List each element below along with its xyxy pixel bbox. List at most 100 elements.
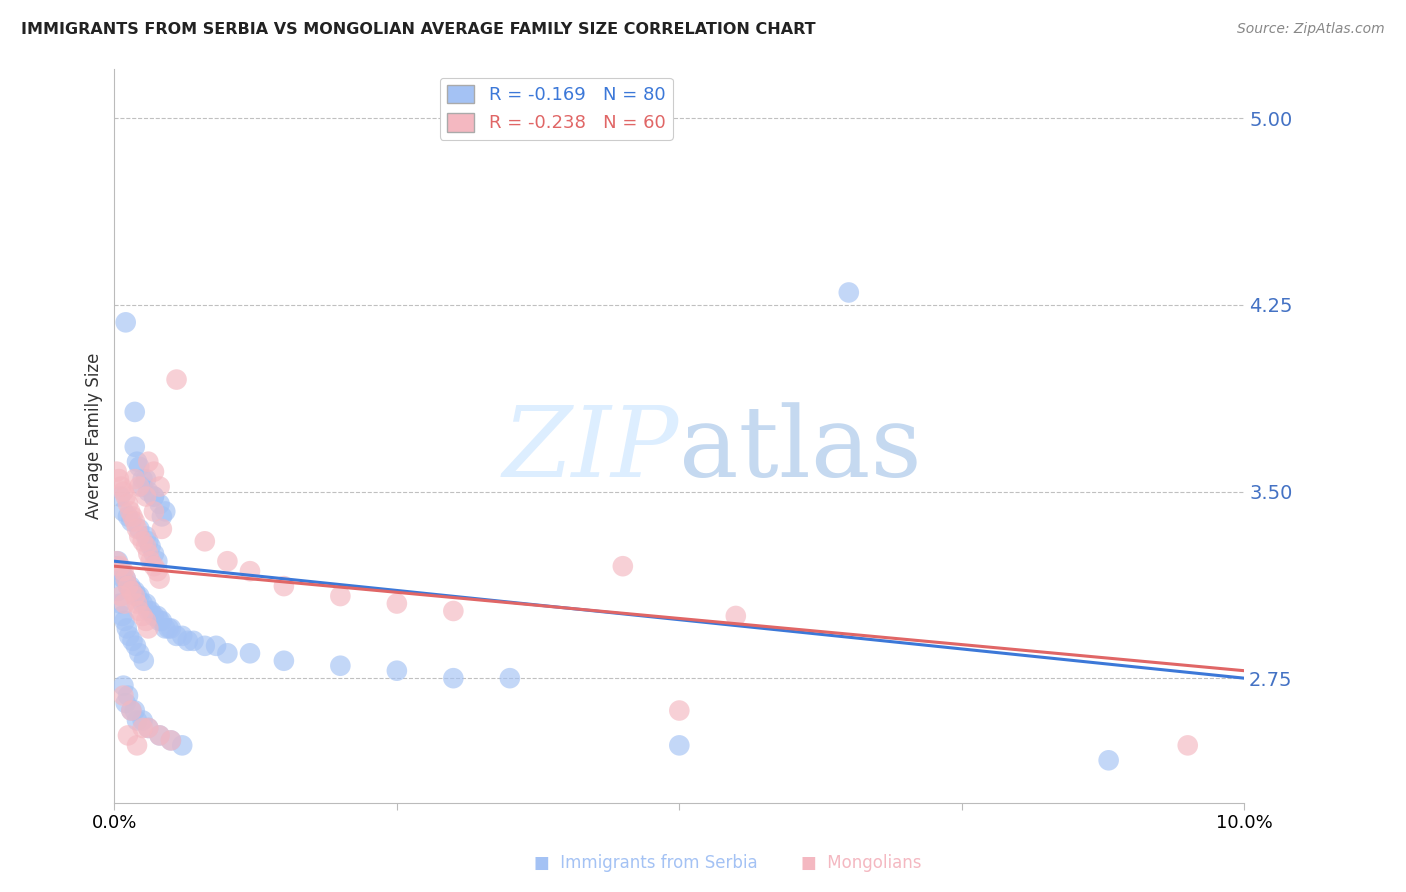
Point — [105, 559, 128, 574]
Point — [142, 490, 165, 504]
Point — [124, 472, 146, 486]
Point — [149, 728, 172, 742]
Point — [114, 315, 136, 329]
Point — [131, 534, 153, 549]
Point — [112, 689, 135, 703]
Point — [142, 559, 165, 574]
Point — [128, 522, 150, 536]
Point — [125, 455, 148, 469]
Point — [139, 554, 162, 568]
Point — [136, 534, 159, 549]
Text: IMMIGRANTS FROM SERBIA VS MONGOLIAN AVERAGE FAMILY SIZE CORRELATION CHART: IMMIGRANTS FROM SERBIA VS MONGOLIAN AVER… — [21, 22, 815, 37]
Point — [132, 654, 155, 668]
Point — [118, 629, 141, 643]
Point — [157, 621, 180, 635]
Point — [114, 490, 136, 504]
Point — [155, 621, 177, 635]
Point — [172, 739, 194, 753]
Text: ■  Mongolians: ■ Mongolians — [801, 855, 922, 872]
Point — [142, 547, 165, 561]
Point — [239, 564, 262, 578]
Point — [139, 604, 162, 618]
Point — [136, 604, 159, 618]
Point — [124, 515, 146, 529]
Point — [114, 572, 136, 586]
Point — [166, 629, 188, 643]
Point — [142, 609, 165, 624]
Point — [114, 614, 136, 628]
Point — [135, 490, 157, 504]
Point — [131, 472, 153, 486]
Point — [1098, 753, 1121, 767]
Point — [108, 564, 131, 578]
Point — [128, 459, 150, 474]
Point — [128, 646, 150, 660]
Point — [120, 579, 142, 593]
Point — [131, 714, 153, 728]
Point — [135, 614, 157, 628]
Point — [128, 529, 150, 543]
Point — [217, 554, 239, 568]
Point — [385, 597, 408, 611]
Point — [112, 504, 135, 518]
Point — [110, 589, 132, 603]
Point — [112, 484, 135, 499]
Point — [155, 504, 177, 518]
Point — [124, 405, 146, 419]
Point — [160, 621, 183, 635]
Point — [124, 589, 146, 603]
Point — [111, 609, 134, 624]
Point — [128, 479, 150, 493]
Point — [135, 539, 157, 553]
Point — [112, 572, 135, 586]
Point — [136, 721, 159, 735]
Point — [217, 646, 239, 660]
Point — [124, 584, 146, 599]
Point — [120, 504, 142, 518]
Point — [149, 614, 172, 628]
Point — [117, 497, 139, 511]
Point — [150, 614, 173, 628]
Point — [108, 559, 131, 574]
Point — [108, 490, 131, 504]
Text: ZIP: ZIP — [503, 402, 679, 498]
Point — [136, 484, 159, 499]
Point — [112, 679, 135, 693]
Point — [117, 689, 139, 703]
Point — [135, 529, 157, 543]
Point — [136, 547, 159, 561]
Point — [239, 646, 262, 660]
Point — [121, 633, 143, 648]
Point — [105, 465, 128, 479]
Point — [183, 633, 205, 648]
Point — [142, 504, 165, 518]
Point — [121, 509, 143, 524]
Point — [107, 584, 129, 599]
Point — [273, 654, 295, 668]
Point — [121, 584, 143, 599]
Point — [128, 589, 150, 603]
Point — [117, 509, 139, 524]
Point — [112, 564, 135, 578]
Point — [108, 597, 131, 611]
Point — [160, 733, 183, 747]
Point — [136, 455, 159, 469]
Point — [177, 633, 200, 648]
Point — [149, 497, 172, 511]
Point — [142, 490, 165, 504]
Point — [120, 704, 142, 718]
Point — [499, 671, 522, 685]
Point — [329, 658, 352, 673]
Text: atlas: atlas — [679, 402, 922, 498]
Point — [115, 621, 138, 635]
Point — [149, 572, 172, 586]
Point — [117, 579, 139, 593]
Point — [125, 597, 148, 611]
Point — [135, 472, 157, 486]
Point — [273, 579, 295, 593]
Point — [150, 522, 173, 536]
Point — [136, 621, 159, 635]
Point — [172, 629, 194, 643]
Point — [194, 639, 217, 653]
Point — [117, 579, 139, 593]
